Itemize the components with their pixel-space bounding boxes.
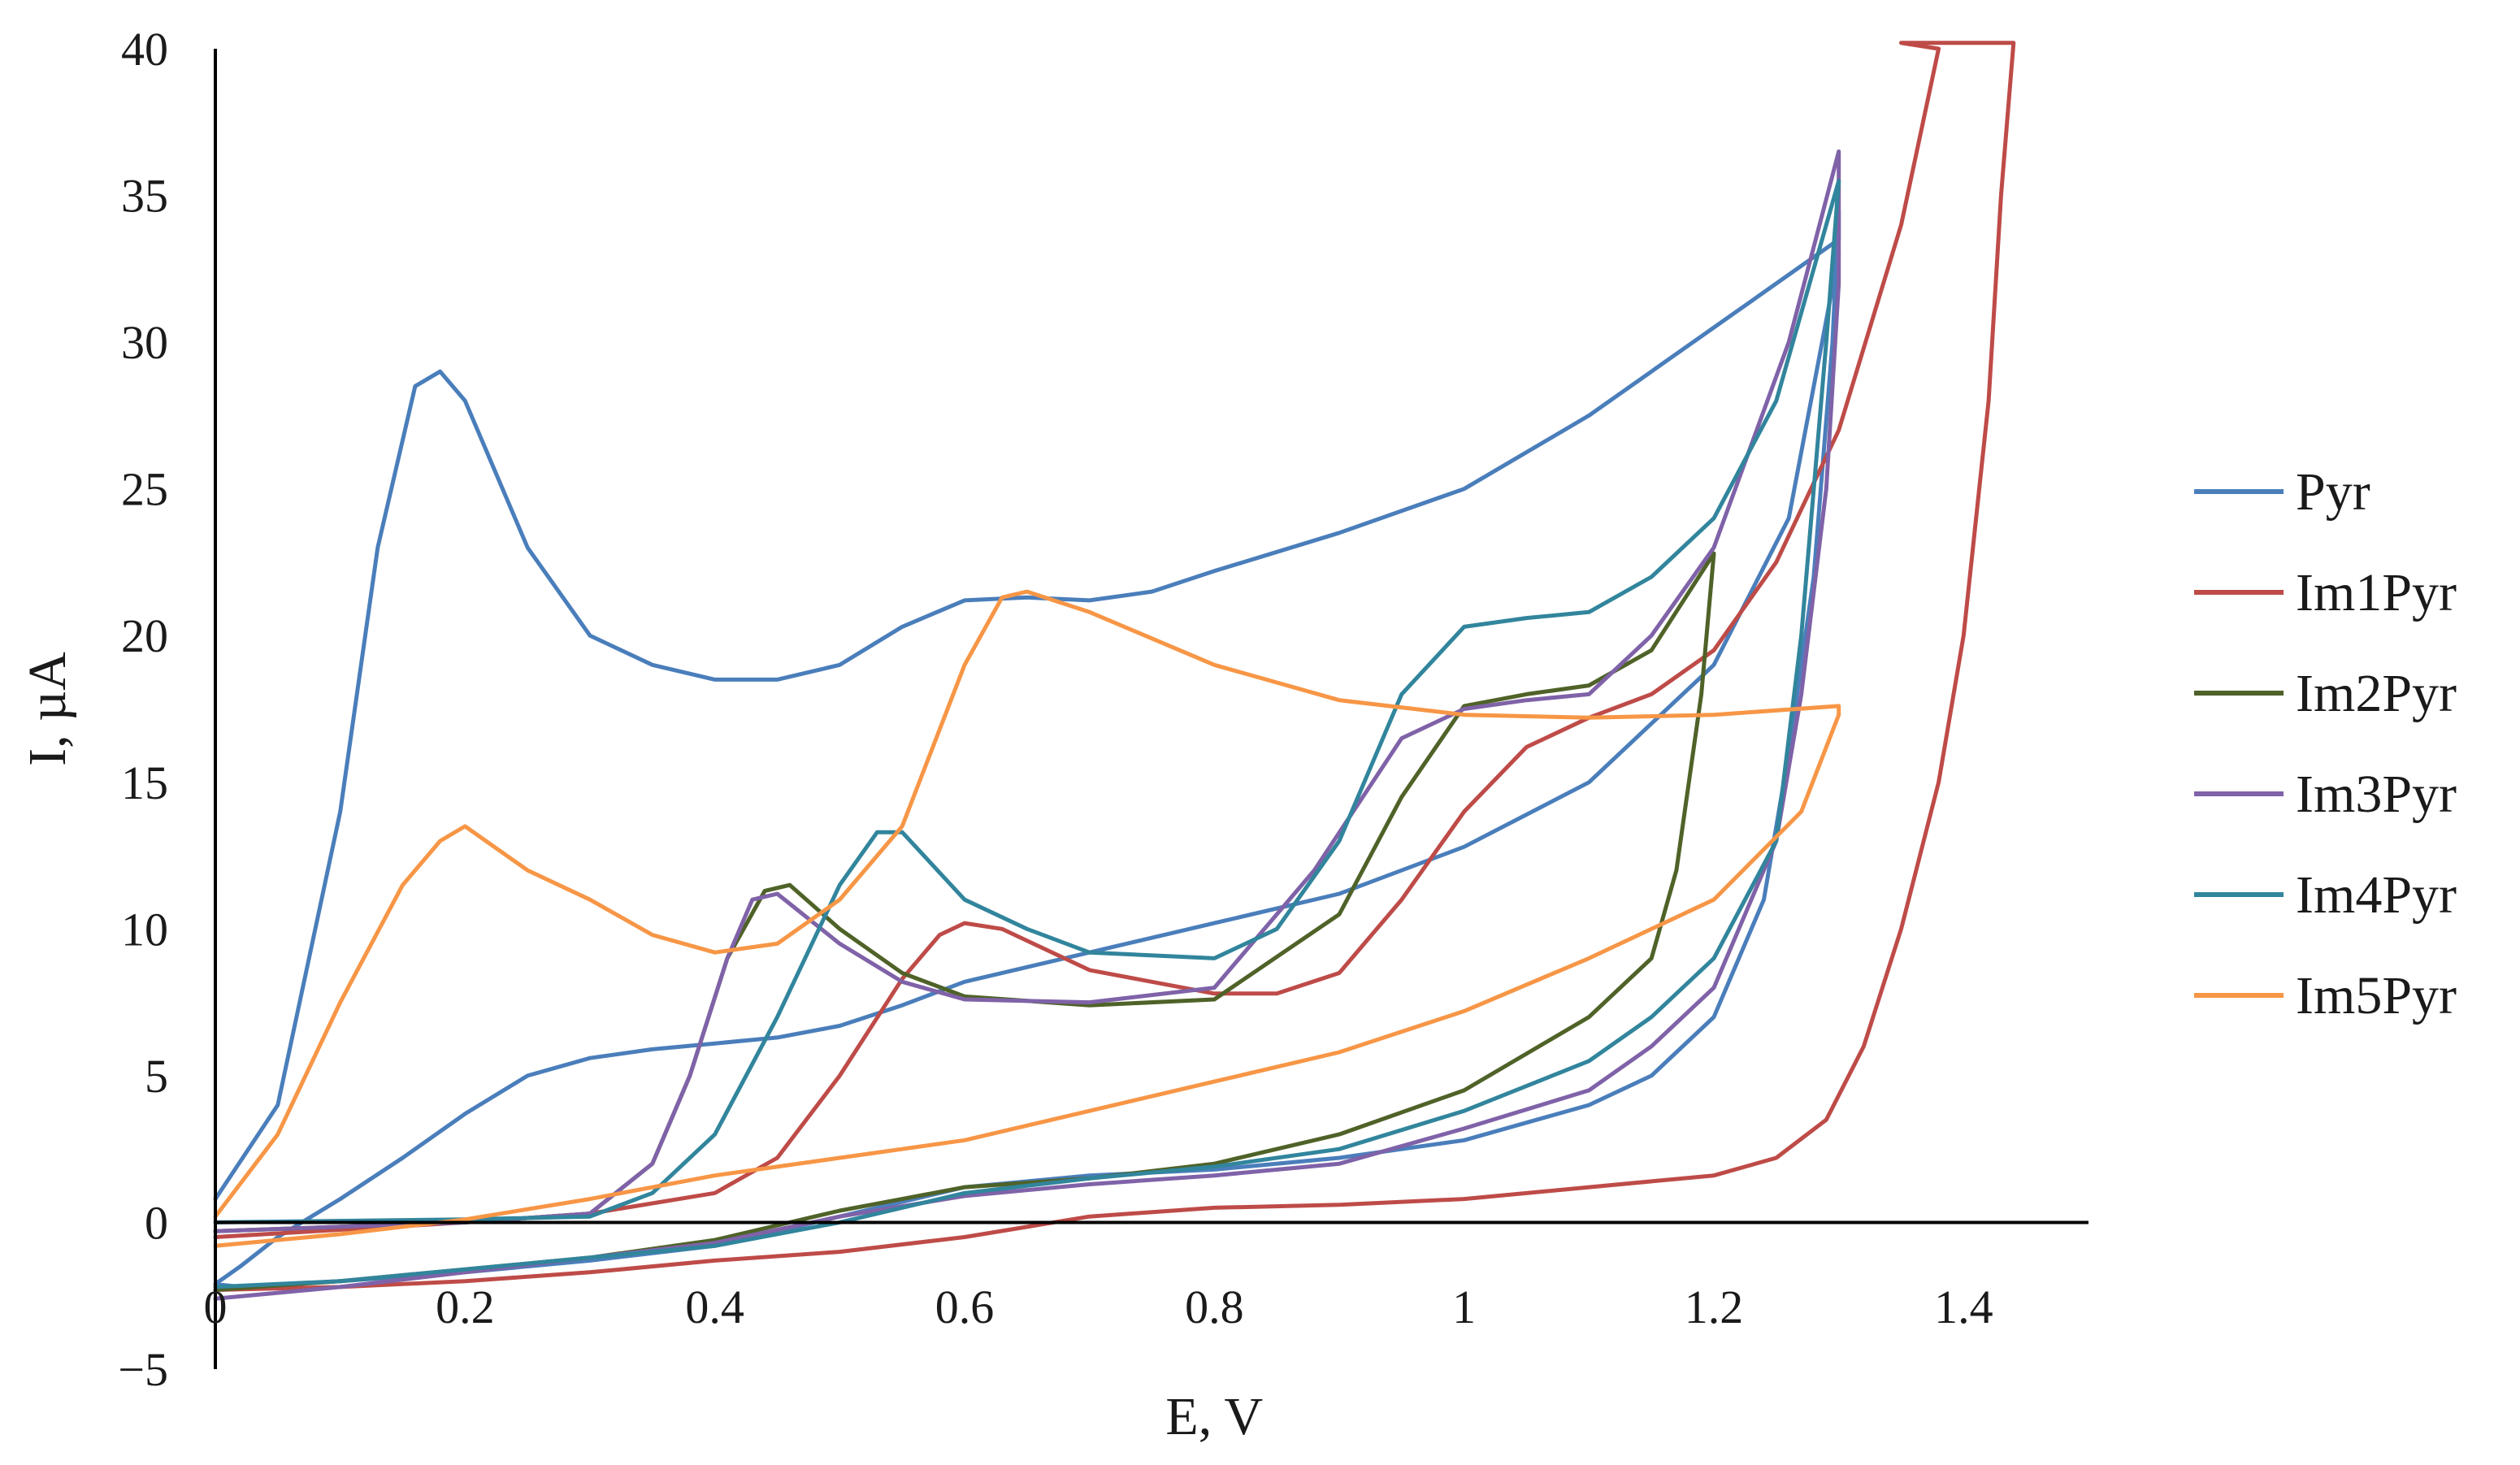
axes-layer (214, 49, 2088, 1369)
x-tick-label: 1 (1452, 1281, 1476, 1333)
y-tick-label: 25 (121, 463, 168, 516)
x-tick-label: 1.4 (1934, 1281, 1993, 1333)
legend-label-im4pyr: Im4Pyr (2296, 865, 2457, 925)
y-tick-label: 10 (121, 903, 168, 956)
series-line-im1pyr (213, 41, 2016, 1292)
y-axis-title: I, µA (18, 652, 77, 766)
x-tick-label: 0.6 (935, 1281, 995, 1333)
y-tick-label: 5 (145, 1050, 168, 1103)
y-tick-label: 0 (145, 1196, 168, 1249)
y-tick-label: 40 (121, 23, 168, 76)
legend: Pyr Im1Pyr Im2Pyr Im3Pyr Im4Pyr Im5Pyr (2194, 462, 2457, 1025)
x-tick-label: 0.8 (1185, 1281, 1244, 1333)
legend-label-pyr: Pyr (2296, 462, 2370, 522)
y-tick-label: −5 (118, 1343, 168, 1396)
series-line-pyr (213, 208, 1841, 1289)
x-tick-label: 0 (204, 1281, 228, 1333)
x-tick-label: 0.2 (436, 1281, 495, 1333)
legend-label-im2pyr: Im2Pyr (2296, 664, 2457, 723)
legend-label-im1pyr: Im1Pyr (2296, 563, 2457, 622)
series-line-im2pyr (213, 551, 1716, 1292)
y-tick-label: 15 (121, 756, 168, 809)
legend-label-im5pyr: Im5Pyr (2296, 966, 2457, 1025)
tick-labels: −5 0 5 10 15 20 25 30 35 40 0 0.2 0.4 0.6 0.8 1 1.2 1.4 (118, 23, 1993, 1396)
series-layer (213, 41, 2016, 1301)
series-line-im5pyr (213, 589, 1841, 1248)
legend-label-im3pyr: Im3Pyr (2296, 765, 2457, 824)
y-tick-label: 35 (121, 170, 168, 223)
x-tick-label: 0.4 (685, 1281, 744, 1333)
x-axis-title: E, V (1165, 1387, 1263, 1446)
y-tick-label: 30 (121, 316, 168, 369)
y-tick-label: 20 (121, 609, 168, 662)
series-line-im4pyr (213, 179, 1841, 1289)
x-tick-label: 1.2 (1685, 1281, 1744, 1333)
